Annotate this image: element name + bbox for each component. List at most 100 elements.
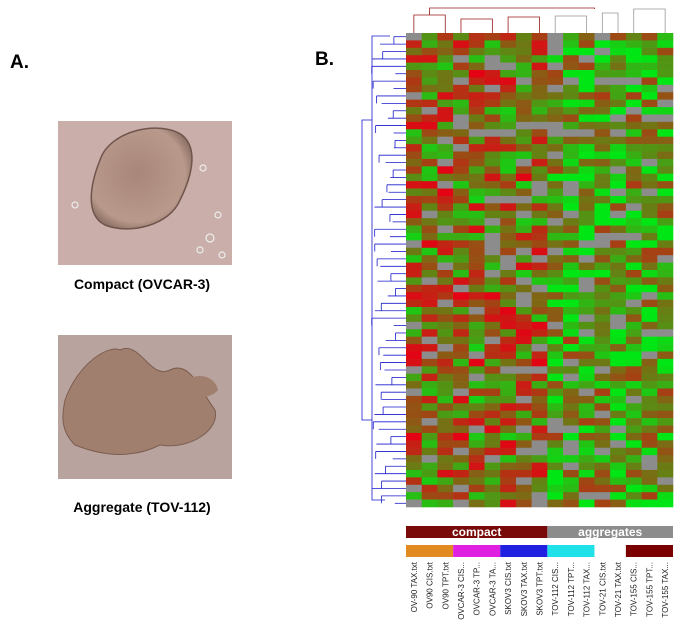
heatmap-cell [421, 77, 438, 86]
heatmap-cell [500, 440, 517, 449]
heatmap-cell [625, 373, 642, 382]
heatmap-cell [484, 62, 501, 71]
heatmap-cell [437, 270, 454, 278]
heatmap-cell [531, 151, 548, 160]
heatmap-cell [453, 166, 470, 175]
heatmap-cell [500, 307, 517, 315]
heatmap-cell [641, 477, 658, 486]
heatmap-cell [515, 151, 532, 160]
heatmap-cell [500, 381, 517, 389]
column-label: TOV-155 CIS... [630, 562, 639, 616]
heatmap-cell [531, 499, 548, 508]
heatmap-cell [468, 158, 485, 167]
heatmap-cell [641, 77, 658, 86]
heatmap-cell [547, 314, 564, 323]
heatmap-cell [437, 181, 454, 189]
heatmap-cell [484, 462, 501, 471]
heatmap-cell [547, 388, 564, 397]
heatmap-cell [437, 232, 454, 241]
heatmap-cell [547, 121, 564, 130]
heatmap-cell [421, 403, 438, 412]
heatmap-cell [531, 195, 548, 204]
heatmap-cell [531, 336, 548, 345]
heatmap-cell [547, 455, 564, 463]
heatmap-cell [468, 70, 485, 78]
heatmap-cell [531, 77, 548, 86]
heatmap-cell [610, 195, 627, 204]
heatmap-cell [531, 477, 548, 486]
heatmap-cell [563, 358, 580, 367]
heatmap-cell [610, 136, 627, 145]
heatmap-cell [547, 84, 564, 93]
column-label: OV-90 TAX.txt [410, 561, 419, 612]
heatmap-cell [657, 70, 674, 78]
heatmap-cell [468, 151, 485, 160]
heatmap-cell [468, 277, 485, 286]
heatmap-cell [531, 455, 548, 463]
heatmap-cell [500, 284, 517, 293]
heatmap-cell [563, 240, 580, 249]
heatmap-cell [421, 218, 438, 226]
heatmap-cell [578, 173, 595, 182]
heatmap-cell [468, 77, 485, 86]
heatmap-cell [578, 188, 595, 197]
heatmap-cell [563, 121, 580, 130]
heatmap-cell [563, 425, 580, 434]
heatmap-cell [500, 158, 517, 167]
heatmap-cell [531, 129, 548, 137]
heatmap-cell [406, 173, 423, 182]
heatmap-cell [484, 166, 501, 175]
heatmap-cell [594, 33, 611, 41]
heatmap-cell [406, 247, 423, 256]
column-label: TOV-112 TPT... [567, 562, 576, 616]
heatmap-cell [547, 129, 564, 137]
heatmap-cell [406, 499, 423, 508]
column-label: OV90 TPT.txt [441, 561, 450, 609]
heatmap-cell [657, 40, 674, 49]
heatmap-cell [625, 344, 642, 352]
heatmap-cell [515, 499, 532, 508]
heatmap-cell [406, 344, 423, 352]
heatmap-cell [594, 395, 611, 404]
heatmap-cell [531, 366, 548, 374]
heatmap-cell [421, 410, 438, 419]
heatmap-cell [437, 47, 454, 56]
heatmap-cell [610, 388, 627, 397]
heatmap-cell [453, 218, 470, 226]
heatmap-cell [547, 292, 564, 300]
heatmap-cell [406, 84, 423, 93]
heatmap-cell [594, 351, 611, 360]
heatmap-cell [531, 255, 548, 263]
heatmap-cell [437, 299, 454, 308]
heatmap-cell [610, 129, 627, 137]
heatmap-cell [547, 188, 564, 197]
heatmap-cell [484, 255, 501, 263]
heatmap-cell [610, 270, 627, 278]
heatmap-cell [406, 136, 423, 145]
heatmap-cell [625, 447, 642, 456]
heatmap-cell [641, 144, 658, 152]
dendrogram-branch [371, 35, 390, 501]
heatmap-cell [625, 232, 642, 241]
heatmap-cell [578, 99, 595, 108]
heatmap-cell [406, 432, 423, 441]
heatmap-cell [547, 469, 564, 478]
heatmap-cell [563, 284, 580, 293]
heatmap-cell [657, 329, 674, 337]
heatmap-cell [641, 33, 658, 41]
cell-line-bar [500, 545, 548, 557]
heatmap-cell [547, 55, 564, 63]
heatmap-cell [610, 240, 627, 249]
heatmap-cell [547, 477, 564, 486]
heatmap-cell [406, 462, 423, 471]
heatmap-cell [515, 188, 532, 197]
heatmap-cell [531, 210, 548, 219]
heatmap-cell [547, 403, 564, 412]
heatmap-cell [421, 329, 438, 337]
heatmap-cell [594, 373, 611, 382]
heatmap-cell [641, 484, 658, 493]
heatmap-cell [625, 77, 642, 86]
heatmap-cell [437, 314, 454, 323]
heatmap-cell [406, 292, 423, 300]
heatmap-cell [406, 121, 423, 130]
